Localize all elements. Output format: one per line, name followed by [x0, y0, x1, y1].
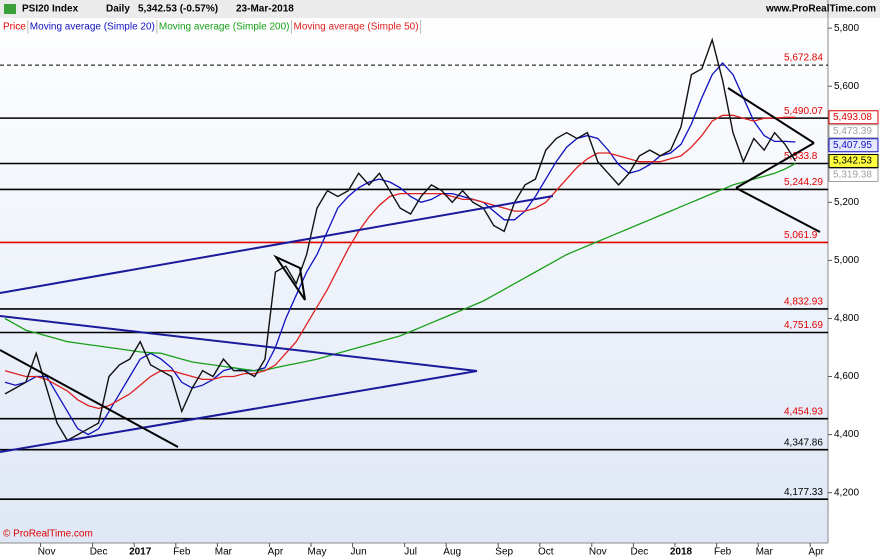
period: Daily	[106, 4, 130, 15]
y-tick-label: 4,800	[834, 313, 859, 324]
price-tag-label: 5,407.95	[833, 140, 872, 151]
price-tag	[828, 167, 879, 182]
series-line	[4, 114, 796, 410]
legend-entry: Price	[3, 22, 26, 33]
legend-entry: Moving average (Simple 200)	[159, 22, 290, 33]
y-tick-label: 5,600	[834, 81, 859, 92]
x-tick-label: Dec	[631, 547, 649, 558]
x-tick-label: Nov	[589, 547, 607, 558]
y-tick-label: 4,200	[834, 487, 859, 498]
level-label: 4,454.93	[784, 406, 823, 417]
level-label: 4,177.33	[784, 487, 823, 498]
trendline	[0, 370, 478, 453]
level-label: 4,751.69	[784, 320, 823, 331]
x-tick-label: Aug	[443, 547, 461, 558]
price-tag-label: 5,319.38	[833, 170, 872, 181]
trendline	[0, 349, 179, 448]
date: 23-Mar-2018	[236, 4, 294, 15]
source: www.ProRealTime.com	[765, 4, 876, 15]
last-quote: 5,342.53 (-0.57%)	[138, 4, 218, 15]
price-tag	[828, 138, 879, 153]
level-label: 5,333.8	[784, 151, 818, 162]
chart-title: PSI20 Index	[22, 4, 79, 15]
x-axis-background	[0, 543, 828, 560]
x-tick-label: Feb	[173, 547, 191, 558]
trendline	[735, 187, 821, 233]
legend-entry: Moving average (Simple 20)	[30, 22, 155, 33]
level-label: 5,061.9	[784, 230, 818, 241]
price-tag-label: 5,493.08	[833, 112, 872, 123]
y-tick-label: 4,400	[834, 429, 859, 440]
legend: Price Moving average (Simple 20) Moving av…	[3, 20, 422, 34]
x-tick-label: Mar	[215, 547, 233, 558]
plot-background	[0, 0, 828, 543]
level-label: 5,490.07	[784, 106, 823, 117]
price-tag	[828, 124, 879, 139]
x-tick-label: 2018	[670, 547, 693, 558]
series-line	[4, 62, 796, 436]
y-tick-label: 4,600	[834, 371, 859, 382]
level-label: 4,832.93	[784, 297, 823, 308]
trendline	[0, 195, 554, 294]
level-label: 4,347.86	[784, 437, 823, 448]
x-tick-label: Oct	[538, 547, 554, 558]
header-bar	[0, 0, 880, 18]
level-label: 5,672.84	[784, 53, 823, 64]
price-tag	[828, 153, 879, 168]
trendlines	[0, 87, 821, 453]
x-tick-label: Mar	[756, 547, 774, 558]
trendline	[727, 87, 815, 144]
x-tick-label: Nov	[38, 547, 56, 558]
axes: 4,2004,4004,6004,8005,0005,2005,4005,600…	[38, 23, 879, 558]
x-tick-label: Dec	[90, 547, 108, 558]
price-tag-label: 5,473.39	[833, 126, 872, 137]
series-lines	[4, 37, 796, 442]
level-label: 5,244.29	[784, 177, 823, 188]
icon	[4, 4, 16, 14]
x-tick-label: Jul	[404, 547, 417, 558]
price-tag	[828, 110, 879, 125]
trendline	[0, 315, 478, 372]
price-tag-label: 5,342.53	[833, 156, 872, 167]
legend-entry: Moving average (Simple 50)	[293, 22, 418, 33]
axis-background	[828, 0, 880, 560]
y-tick-label: 5,000	[834, 255, 859, 266]
x-tick-label: Jun	[351, 547, 367, 558]
x-tick-label: Apr	[808, 547, 824, 558]
series-line	[4, 37, 796, 442]
y-tick-label: 5,800	[834, 23, 859, 34]
x-tick-label: May	[308, 547, 327, 558]
y-tick-label: 5,200	[834, 197, 859, 208]
x-tick-label: Sep	[495, 547, 513, 558]
x-tick-label: Apr	[268, 547, 284, 558]
trendline	[273, 254, 306, 301]
trendline	[735, 142, 815, 189]
series-line	[4, 162, 796, 372]
x-tick-label: Feb	[714, 547, 732, 558]
x-tick-label: 2017	[129, 547, 152, 558]
copyright: © ProRealTime.com	[3, 529, 93, 540]
